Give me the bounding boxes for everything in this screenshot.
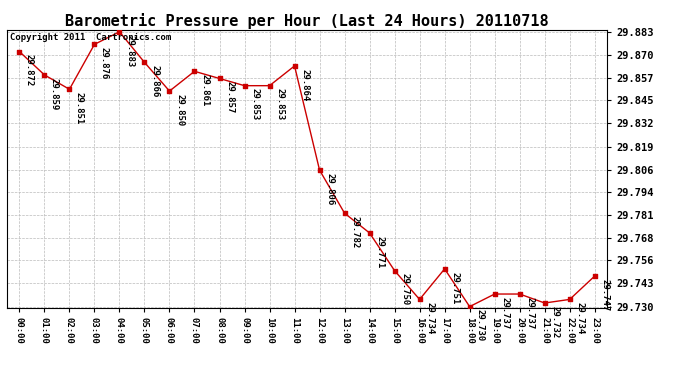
Text: 29.771: 29.771 xyxy=(375,236,384,268)
Point xyxy=(564,296,575,302)
Point xyxy=(464,304,475,310)
Point xyxy=(289,63,300,69)
Point xyxy=(14,48,25,54)
Text: 29.861: 29.861 xyxy=(200,74,209,106)
Point xyxy=(239,82,250,88)
Text: 29.734: 29.734 xyxy=(575,302,584,334)
Text: 29.750: 29.750 xyxy=(400,273,409,306)
Text: 29.857: 29.857 xyxy=(225,81,234,114)
Text: 29.853: 29.853 xyxy=(275,88,284,121)
Text: 29.851: 29.851 xyxy=(75,92,84,124)
Point xyxy=(264,82,275,88)
Text: 29.751: 29.751 xyxy=(450,272,459,304)
Point xyxy=(364,230,375,236)
Point xyxy=(389,268,400,274)
Point xyxy=(39,72,50,78)
Text: 29.853: 29.853 xyxy=(250,88,259,121)
Text: 29.872: 29.872 xyxy=(25,54,34,87)
Point xyxy=(64,86,75,92)
Point xyxy=(214,75,225,81)
Text: Copyright 2011  Cartronics.com: Copyright 2011 Cartronics.com xyxy=(10,33,171,42)
Point xyxy=(414,296,425,302)
Point xyxy=(589,273,600,279)
Point xyxy=(164,88,175,94)
Point xyxy=(489,291,500,297)
Text: 29.866: 29.866 xyxy=(150,65,159,98)
Point xyxy=(139,59,150,65)
Point xyxy=(314,167,325,173)
Point xyxy=(439,266,450,272)
Point xyxy=(89,41,100,47)
Text: 29.737: 29.737 xyxy=(500,297,509,329)
Text: 29.806: 29.806 xyxy=(325,173,334,205)
Text: 29.732: 29.732 xyxy=(550,306,559,338)
Point xyxy=(189,68,200,74)
Text: 29.734: 29.734 xyxy=(425,302,434,334)
Point xyxy=(539,300,550,306)
Text: 29.850: 29.850 xyxy=(175,94,184,126)
Text: 29.883: 29.883 xyxy=(125,34,134,67)
Text: 29.737: 29.737 xyxy=(525,297,534,329)
Text: 29.730: 29.730 xyxy=(475,309,484,342)
Point xyxy=(514,291,525,297)
Text: 29.859: 29.859 xyxy=(50,78,59,110)
Point xyxy=(114,29,125,35)
Point xyxy=(339,210,350,216)
Text: 29.747: 29.747 xyxy=(600,279,609,311)
Text: 29.782: 29.782 xyxy=(350,216,359,248)
Text: 29.876: 29.876 xyxy=(100,47,109,80)
Title: Barometric Pressure per Hour (Last 24 Hours) 20110718: Barometric Pressure per Hour (Last 24 Ho… xyxy=(66,13,549,29)
Text: 29.864: 29.864 xyxy=(300,69,309,101)
